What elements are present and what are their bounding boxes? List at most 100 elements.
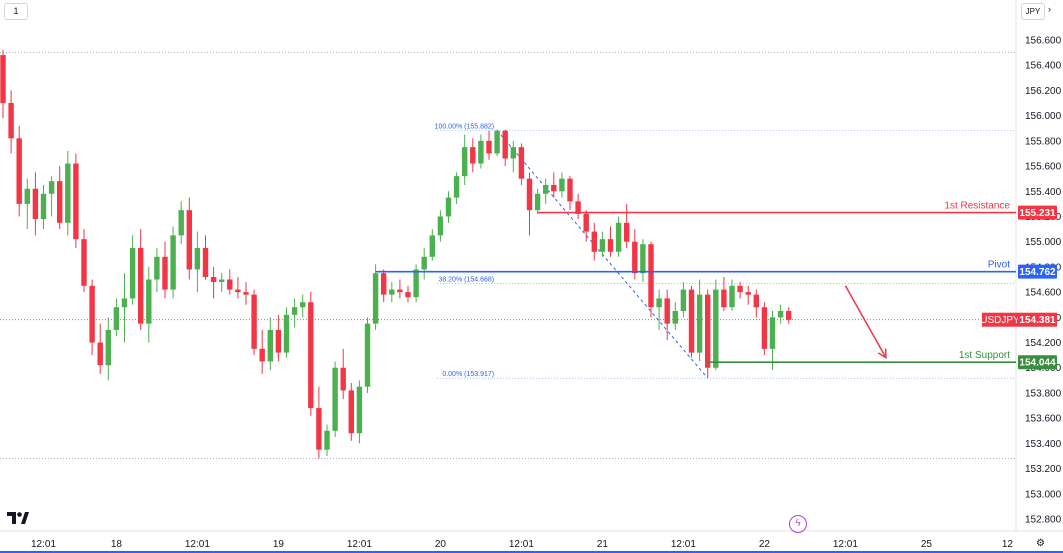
- candle-body: [615, 222, 622, 252]
- fib-level-label: 38.20% (154.668): [438, 277, 494, 284]
- x-tick-label: 19: [273, 539, 285, 550]
- candle-body: [680, 289, 687, 312]
- candle-body: [591, 231, 597, 252]
- candle-body: [97, 342, 103, 366]
- y-tick-label: 155.000: [1025, 237, 1062, 248]
- candle-body: [283, 314, 290, 353]
- level-name-label: Pivot: [988, 260, 1010, 271]
- gear-icon[interactable]: ⚙: [1036, 538, 1045, 549]
- candle-body: [551, 184, 557, 192]
- candle-body: [32, 188, 39, 219]
- candle-body: [0, 55, 6, 104]
- candle-body: [705, 294, 711, 368]
- candle-body: [624, 222, 630, 242]
- x-tick-label: 21: [597, 539, 609, 550]
- candle-body: [534, 193, 541, 211]
- candle-body: [567, 178, 573, 202]
- candle-body: [510, 147, 516, 159]
- candle-body: [291, 307, 298, 315]
- candle-body: [372, 273, 379, 324]
- symbol-tag: [982, 312, 1018, 327]
- level-name-label: 1st Resistance: [944, 201, 1010, 212]
- y-tick-label: 153.600: [1025, 414, 1062, 425]
- candle-body: [48, 181, 55, 194]
- y-tick-label: 156.000: [1025, 111, 1062, 122]
- candle-body: [648, 244, 654, 308]
- candle-body: [154, 256, 160, 280]
- candle-body: [81, 239, 87, 286]
- candle-body: [251, 294, 257, 349]
- candle-body: [356, 386, 363, 434]
- fib-level-label: 0.00% (153.917): [442, 371, 494, 378]
- candle-body: [462, 147, 468, 177]
- candle-body: [478, 140, 484, 164]
- level-name-label: 1st Support: [959, 350, 1010, 361]
- candle-body: [664, 298, 670, 324]
- candle-body: [632, 241, 638, 274]
- candle-body: [486, 140, 492, 154]
- y-tick-label: 152.800: [1025, 515, 1062, 526]
- candle-body: [713, 289, 719, 368]
- level-price-tag: [1018, 205, 1057, 220]
- candle-body: [777, 311, 784, 318]
- x-tick-label: 22: [759, 539, 771, 550]
- y-tick-label: 156.600: [1025, 36, 1062, 47]
- candle-body: [502, 130, 508, 159]
- candle-body: [194, 247, 201, 270]
- candle-body: [745, 292, 751, 295]
- candle-body: [599, 239, 606, 252]
- lightning-icon[interactable]: ϟ: [789, 515, 807, 533]
- candle-body: [786, 311, 792, 320]
- candle-body: [219, 279, 225, 283]
- candle-body: [413, 269, 419, 298]
- tradingview-logo-icon: [7, 512, 29, 524]
- y-tick-label: 153.400: [1025, 439, 1062, 450]
- projection-arrow: [844, 285, 887, 359]
- candle-body: [389, 289, 395, 295]
- x-tick-label: 25: [921, 539, 933, 550]
- candle-body: [453, 176, 460, 198]
- x-tick-label: 18: [111, 539, 123, 550]
- candle-body: [170, 235, 176, 290]
- fib-level-label: 100.00% (155.882): [435, 124, 495, 131]
- candle-body: [753, 294, 759, 308]
- interval-button[interactable]: 1: [4, 3, 28, 20]
- candle-body: [113, 307, 120, 330]
- candle-body: [121, 298, 128, 308]
- candle-body: [73, 163, 79, 240]
- x-tick-label: 12:01: [31, 539, 56, 550]
- y-tick-label: 153.000: [1025, 489, 1062, 500]
- candle-body: [559, 178, 565, 192]
- candle-body: [470, 147, 476, 164]
- candle-body: [348, 390, 354, 434]
- x-tick-label: 12:01: [185, 539, 210, 550]
- candle-body: [308, 302, 314, 409]
- projection-arrow-head: [877, 348, 887, 360]
- candle-body: [178, 210, 184, 236]
- candle-body: [696, 294, 703, 353]
- candle-body: [340, 367, 346, 391]
- candle-body: [105, 329, 111, 366]
- candle-body: [429, 235, 435, 257]
- x-tick-label: 12:01: [509, 539, 534, 550]
- candle-body: [421, 256, 427, 270]
- y-tick-label: 153.800: [1025, 388, 1062, 399]
- candle-body: [300, 302, 306, 308]
- candle-body: [381, 273, 387, 295]
- y-tick-label: 154.600: [1025, 288, 1062, 299]
- chevron-right-icon[interactable]: ›: [1048, 4, 1051, 14]
- y-tick-label: 155.600: [1025, 162, 1062, 173]
- level-price-label: 154.762: [1019, 267, 1056, 278]
- candle-body: [526, 178, 533, 211]
- x-tick-label: 12:01: [833, 539, 858, 550]
- candle-body: [405, 292, 411, 298]
- currency-button[interactable]: JPY: [1021, 3, 1045, 20]
- level-price-tag: [1018, 355, 1057, 370]
- y-tick-label: 155.800: [1025, 136, 1062, 147]
- y-tick-label: 153.200: [1025, 464, 1062, 475]
- candle-body: [202, 247, 209, 277]
- candle-body: [186, 210, 192, 270]
- y-tick-label: 154.200: [1025, 338, 1062, 349]
- candle-body: [437, 216, 444, 236]
